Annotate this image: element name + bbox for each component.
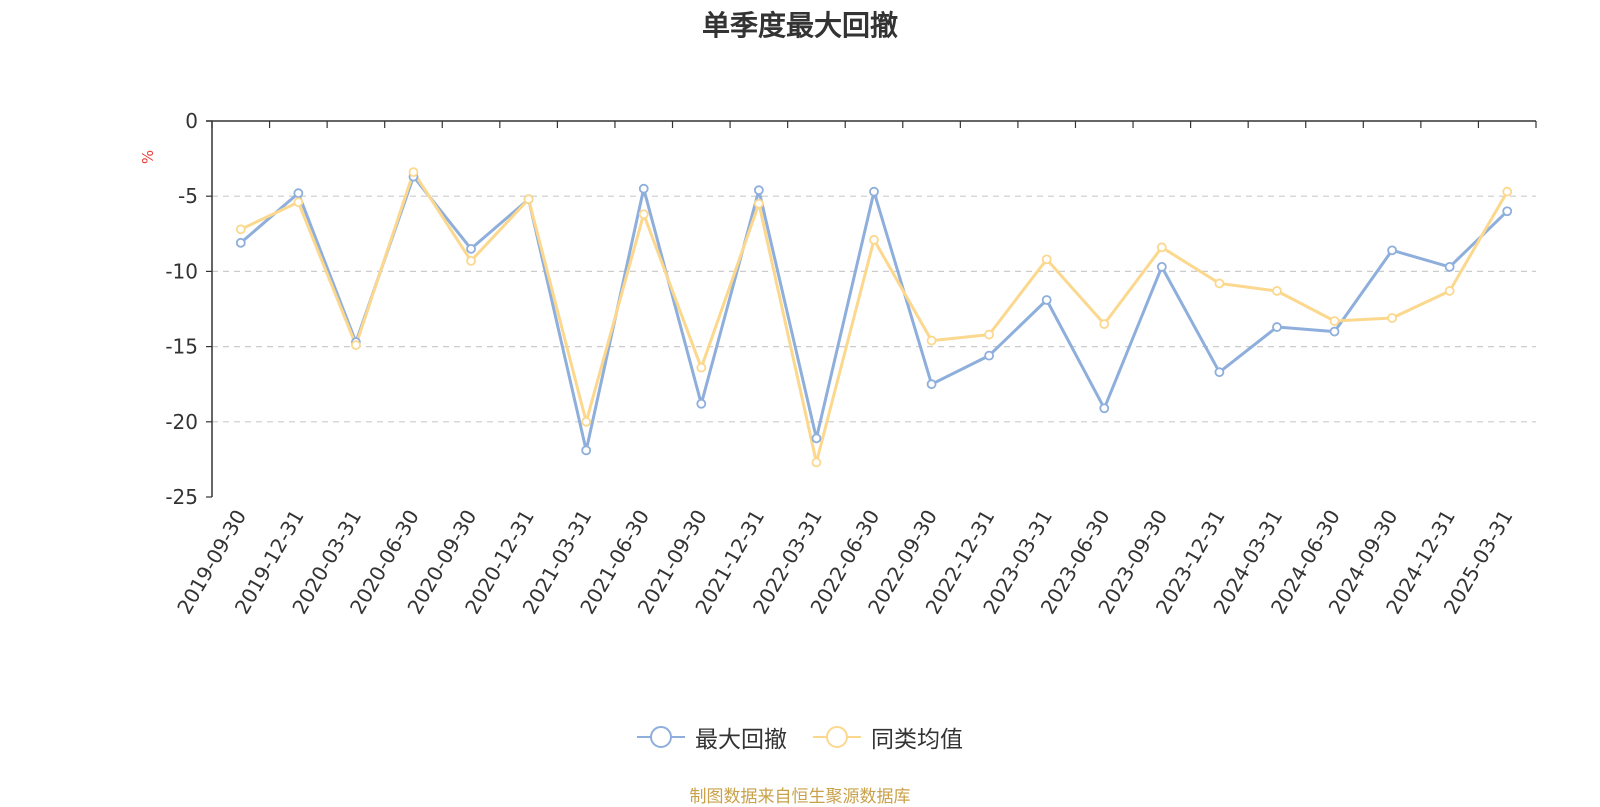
data-point-0[interactable] [1502, 206, 1513, 217]
data-point-1[interactable] [466, 255, 476, 266]
data-point-1[interactable] [811, 457, 822, 468]
data-point-1[interactable] [293, 197, 304, 208]
y-tick-label: -5 [178, 184, 198, 208]
data-point-0[interactable] [1041, 295, 1052, 305]
data-point-1[interactable] [1329, 316, 1340, 326]
data-point-0[interactable] [1329, 326, 1340, 337]
data-point-1[interactable] [1156, 242, 1167, 253]
data-point-1[interactable] [408, 167, 419, 178]
data-point-0[interactable] [696, 398, 707, 409]
y-tick-label: 0 [185, 109, 198, 133]
axes: 0-5-10-15-20-252019-09-302019-12-312020-… [165, 109, 1537, 618]
data-point-0[interactable] [581, 445, 592, 456]
legend-label-peer-average: 同类均值 [871, 727, 963, 753]
y-tick-label: -15 [165, 335, 198, 359]
data-point-1[interactable] [1444, 286, 1455, 296]
data-point-0[interactable] [869, 186, 879, 197]
legend-marker-peer-average [813, 726, 861, 748]
data-point-1[interactable] [984, 329, 995, 340]
data-point-1[interactable] [1099, 319, 1110, 329]
data-point-1[interactable] [638, 209, 649, 220]
legend-item-max-drawdown[interactable]: 最大回撤 [637, 720, 787, 754]
data-point-1[interactable] [1502, 186, 1513, 197]
data-point-1[interactable] [523, 194, 534, 205]
data-point-0[interactable] [753, 185, 764, 196]
series-line-1 [240, 170, 1509, 464]
data-point-0[interactable] [1444, 261, 1455, 272]
data-point-1[interactable] [351, 340, 361, 350]
y-tick-label: -10 [165, 259, 198, 283]
data-point-0[interactable] [1156, 261, 1167, 272]
data-point-1[interactable] [869, 234, 879, 245]
data-point-1[interactable] [1041, 254, 1052, 265]
source-note: 制图数据来自恒生聚源数据库 [689, 787, 911, 807]
data-point-0[interactable] [811, 433, 822, 444]
data-point-0[interactable] [1387, 245, 1397, 256]
data-point-0[interactable] [293, 188, 304, 199]
data-point-0[interactable] [638, 183, 649, 194]
data-point-1[interactable] [696, 362, 707, 373]
data-point-1[interactable] [753, 198, 764, 209]
data-point-1[interactable] [235, 224, 246, 235]
data-point-1[interactable] [1272, 286, 1282, 296]
y-tick-label: -20 [165, 410, 198, 434]
y-tick-label: -25 [165, 485, 198, 509]
data-point-1[interactable] [581, 416, 592, 427]
chart-title: 单季度最大回撤 [701, 9, 898, 42]
data-point-0[interactable] [1214, 367, 1225, 378]
data-point-0[interactable] [984, 350, 995, 361]
legend-label-max-drawdown: 最大回撤 [695, 727, 787, 753]
data-point-1[interactable] [926, 335, 937, 346]
data-point-0[interactable] [1099, 403, 1110, 414]
data-point-1[interactable] [1387, 313, 1397, 323]
data-point-0[interactable] [926, 379, 937, 390]
data-point-0[interactable] [1272, 322, 1282, 332]
y-axis-label: % [139, 150, 157, 164]
legend: 最大回撤 同类均值 [0, 720, 1600, 754]
series [235, 167, 1513, 468]
data-point-0[interactable] [235, 237, 246, 248]
legend-marker-max-drawdown [637, 726, 685, 748]
grid-lines [212, 195, 1536, 423]
legend-item-peer-average[interactable]: 同类均值 [813, 720, 963, 754]
data-point-1[interactable] [1214, 278, 1225, 289]
data-point-0[interactable] [466, 243, 476, 254]
